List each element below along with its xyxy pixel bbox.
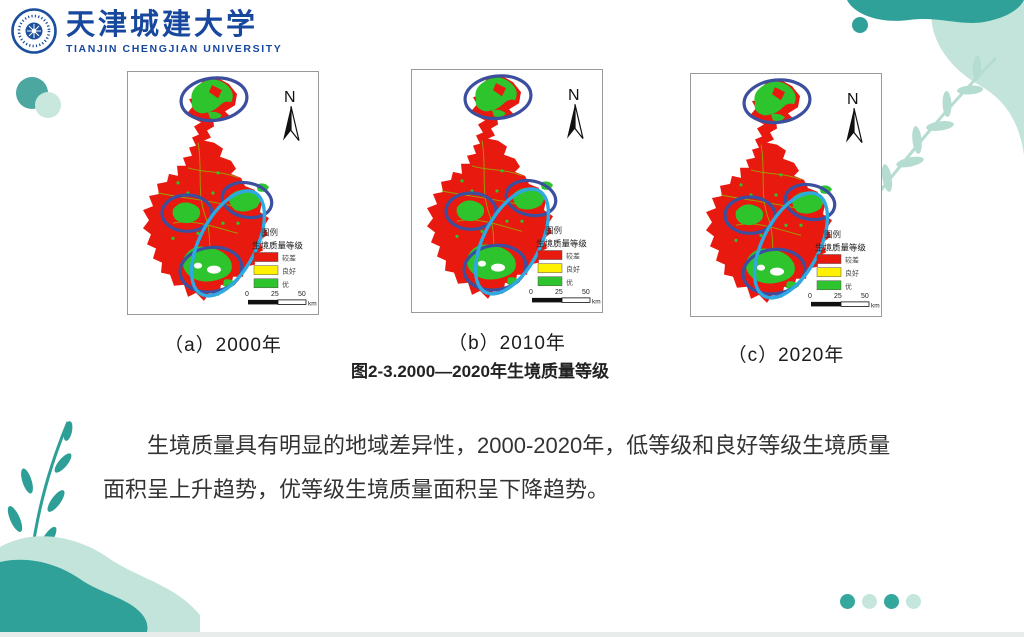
university-logo: 天津城建大学 TIANJIN CHENGJIAN UNIVERSITY	[10, 7, 282, 55]
circle-light	[35, 92, 61, 118]
figure-caption: 图2-3.2000—2020年生境质量等级	[351, 362, 609, 381]
university-name-en: TIANJIN CHENGJIAN UNIVERSITY	[66, 43, 283, 55]
body-paragraph: 生境质量具有明显的地域差异性，2000-2020年，低等级和良好等级生境质量面积…	[103, 433, 891, 502]
dot-accent	[852, 17, 868, 33]
corner-decoration-bottom-left	[0, 421, 200, 637]
map-figure-2010: （b）2010年	[411, 69, 603, 355]
university-seal-icon	[11, 8, 57, 54]
habitat-map-2020	[690, 73, 882, 317]
map-caption-b: （b）2010年	[448, 333, 566, 354]
progress-dot	[884, 594, 899, 609]
wave-dark	[0, 559, 148, 637]
side-decoration-circles	[16, 77, 61, 118]
progress-dot	[840, 594, 855, 609]
map-figure-2020: （c）2020年	[690, 73, 882, 367]
progress-dot	[862, 594, 877, 609]
university-name-cn: 天津城建大学	[66, 9, 259, 41]
progress-dot	[906, 594, 921, 609]
blob-dark	[847, 0, 1024, 23]
habitat-map-2000	[127, 71, 319, 315]
corner-decoration-top-right	[847, 0, 1024, 206]
map-figure-2000: （a）2000年	[127, 71, 319, 357]
habitat-map-2010	[411, 69, 603, 313]
slide-progress-dots	[840, 594, 921, 609]
map-caption-a: （a）2000年	[164, 335, 282, 356]
map-caption-c: （c）2020年	[727, 345, 845, 366]
leaf-branch-icon	[867, 56, 998, 206]
slide-bottom-edge	[0, 632, 1024, 637]
